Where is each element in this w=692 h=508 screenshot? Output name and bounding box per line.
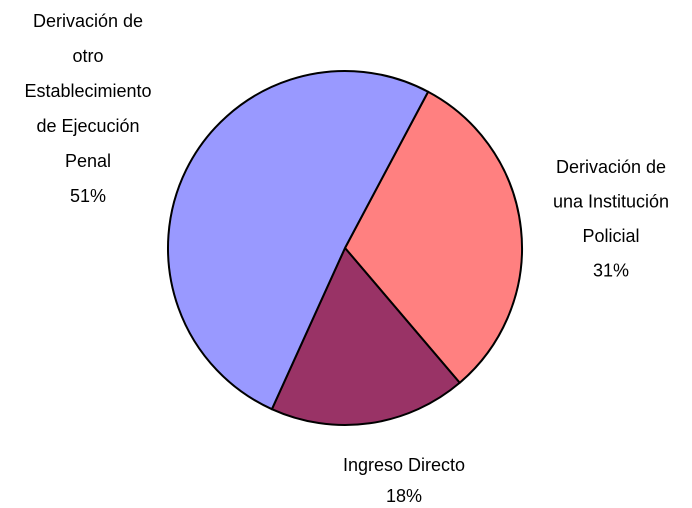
pie-slice — [167, 69, 430, 411]
slice-label: Ingreso Directo — [343, 455, 465, 475]
pie-slice — [344, 90, 523, 384]
slice-label: una Institución — [553, 191, 669, 211]
value-label: 18% — [386, 486, 422, 506]
value-label: 51% — [70, 186, 106, 206]
slice-label: de Ejecución — [36, 116, 139, 136]
pie-slice — [270, 247, 461, 426]
value-label: 31% — [593, 260, 629, 280]
slice-label: Policial — [582, 226, 639, 246]
slice-label: Derivación de — [556, 157, 666, 177]
slice-label: Penal — [65, 151, 111, 171]
slice-label: Derivación de — [33, 11, 143, 31]
slice-label: otro — [72, 46, 103, 66]
slice-label: Establecimiento — [24, 81, 151, 101]
